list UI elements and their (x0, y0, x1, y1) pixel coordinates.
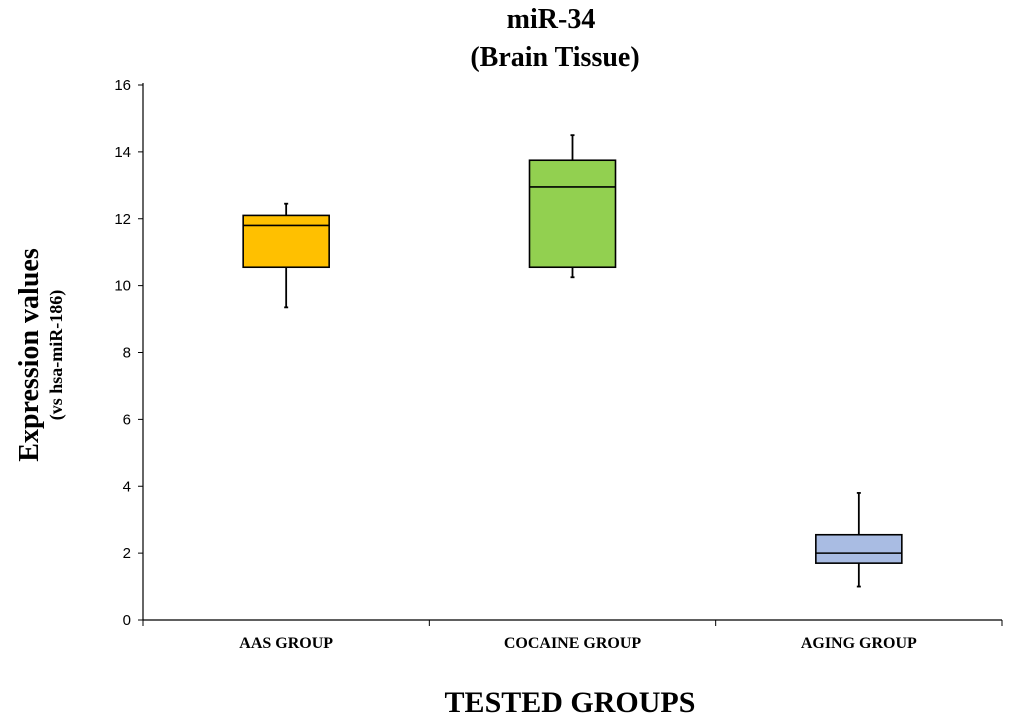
y-tick-label: 4 (123, 478, 131, 495)
box-3 (815, 492, 903, 588)
x-category-label: COCAINE GROUP (504, 635, 642, 652)
y-axis-label: Expression values (14, 248, 45, 462)
chart-title: miR-34 (507, 4, 596, 35)
y-tick-label: 10 (114, 278, 131, 295)
y-tick-label: 16 (114, 77, 131, 94)
y-tick-label: 8 (123, 345, 131, 362)
chart-subtitle: (Brain Tissue) (470, 42, 639, 73)
box-iqr (815, 533, 903, 564)
y-tick-label: 6 (123, 411, 131, 428)
y-axis-sublabel: (vs hsa-miR-186) (46, 290, 67, 421)
y-axis-ticks: 0 2 4 6 8 10 12 14 16 (114, 77, 143, 629)
x-category-label: AAS GROUP (239, 635, 333, 652)
box-2 (528, 134, 617, 279)
box-iqr (528, 159, 617, 269)
x-axis-label: TESTED GROUPS (445, 686, 696, 719)
y-tick-label: 0 (123, 612, 131, 629)
x-category-label: AGING GROUP (801, 635, 917, 652)
x-axis-ticks: AAS GROUP COCAINE GROUP AGING GROUP (142, 620, 1003, 652)
box-iqr (242, 214, 330, 269)
y-tick-label: 14 (114, 144, 131, 161)
y-tick-label: 12 (114, 211, 131, 228)
box-series (242, 134, 903, 588)
box-1 (242, 202, 330, 309)
y-tick-label: 2 (123, 545, 131, 562)
